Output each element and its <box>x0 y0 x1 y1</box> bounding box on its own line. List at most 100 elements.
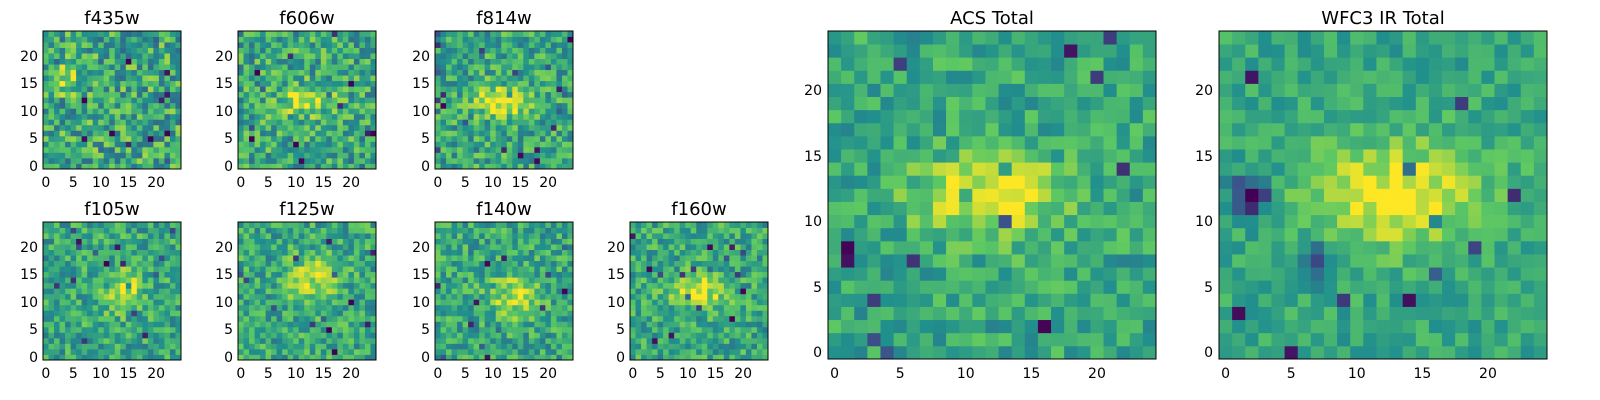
heatmap-cell <box>473 266 480 273</box>
heatmap-cell <box>48 75 55 82</box>
heatmap-cell <box>249 47 255 54</box>
heatmap-cell <box>315 260 322 267</box>
heatmap-cell <box>567 157 574 164</box>
heatmap-cell <box>740 238 747 245</box>
heatmap-cell <box>265 124 272 131</box>
heatmap-cell <box>87 141 94 148</box>
heatmap-cell <box>652 271 658 278</box>
heatmap-cell <box>712 348 719 355</box>
heatmap-cell <box>517 135 524 142</box>
heatmap-cell <box>304 97 311 104</box>
heatmap-cell <box>517 31 524 37</box>
heatmap-cell <box>734 249 741 256</box>
heatmap-cell <box>946 122 960 137</box>
heatmap-cell <box>304 69 311 76</box>
heatmap-cell <box>114 64 121 71</box>
heatmap-cell <box>98 130 105 137</box>
heatmap-cell <box>158 227 165 234</box>
heatmap-cell <box>745 277 752 284</box>
heatmap-cell <box>635 321 642 328</box>
heatmap-cell <box>70 343 77 350</box>
heatmap-cell <box>534 293 541 300</box>
heatmap-cell <box>136 354 143 361</box>
heatmap-cell <box>446 288 452 295</box>
heatmap-cell <box>561 36 568 43</box>
heatmap-cell <box>331 42 338 48</box>
heatmap-cell <box>238 326 244 333</box>
heatmap-cell <box>164 266 171 273</box>
heatmap-cell <box>685 343 692 350</box>
heatmap-cell <box>59 75 66 82</box>
heatmap-cell <box>320 282 327 289</box>
heatmap-cell <box>304 255 311 262</box>
heatmap-cell <box>359 102 366 109</box>
heatmap-cell <box>158 119 165 126</box>
heatmap-cell <box>550 266 557 273</box>
heatmap-cell <box>712 260 719 267</box>
heatmap-cell <box>70 332 77 339</box>
heatmap-cell <box>751 354 758 361</box>
heatmap-cell <box>880 332 894 347</box>
heatmap-cell <box>517 293 524 300</box>
heatmap-cell <box>696 310 703 317</box>
heatmap-cell <box>561 141 568 148</box>
heatmap-cell <box>1037 280 1052 294</box>
heatmap-cell <box>260 42 266 48</box>
heatmap-cell <box>54 97 60 104</box>
heatmap-cell <box>364 91 371 98</box>
heatmap-cell <box>534 80 541 87</box>
heatmap-cell <box>867 201 881 216</box>
heatmap-cell <box>506 113 513 120</box>
heatmap-cell <box>282 238 289 245</box>
y-tick-label: 5 <box>421 131 430 147</box>
heatmap-cell <box>718 293 725 300</box>
heatmap-cell <box>745 244 752 250</box>
heatmap-cell <box>147 321 154 328</box>
heatmap-cell <box>309 321 316 328</box>
heatmap-cell <box>985 149 999 163</box>
heatmap-cell <box>43 163 49 170</box>
heatmap-cell <box>545 227 552 234</box>
heatmap-cell <box>635 222 642 228</box>
heatmap-cell <box>528 255 535 262</box>
heatmap-cell <box>109 299 116 306</box>
heatmap-cell <box>462 36 469 43</box>
heatmap-cell <box>495 222 502 228</box>
heatmap-cell <box>164 102 171 109</box>
heatmap-cell <box>87 348 94 355</box>
heatmap-cell <box>249 282 255 289</box>
heatmap-cell <box>880 267 894 281</box>
heatmap-cell <box>462 146 469 153</box>
heatmap-cell <box>353 58 360 65</box>
heatmap-cell <box>153 58 160 65</box>
heatmap-cell <box>353 124 360 131</box>
heatmap-cell <box>512 348 519 355</box>
heatmap-cell <box>98 266 105 273</box>
heatmap-cell <box>282 227 289 234</box>
heatmap-cell <box>495 141 502 148</box>
heatmap-cell <box>87 271 94 278</box>
heatmap-cell <box>567 102 574 109</box>
heatmap-cell <box>81 326 88 333</box>
heatmap-cell <box>723 271 730 278</box>
y-tick-label: 20 <box>412 49 430 65</box>
heatmap-cell <box>54 343 60 350</box>
heatmap-cell <box>169 53 176 59</box>
heatmap-cell <box>114 31 121 37</box>
heatmap-cell <box>545 299 552 306</box>
heatmap-cell <box>495 233 502 239</box>
heatmap-cell <box>164 146 171 153</box>
heatmap-cell <box>370 326 377 333</box>
heatmap-cell <box>1142 201 1157 216</box>
heatmap-cell <box>265 86 272 93</box>
heatmap-cell <box>142 108 149 115</box>
heatmap-cell <box>1129 280 1144 294</box>
heatmap-cell <box>304 288 311 295</box>
heatmap-cell <box>959 122 973 137</box>
heatmap-cell <box>550 337 557 344</box>
heatmap-cell <box>298 293 305 300</box>
heatmap-cell <box>712 321 719 328</box>
heatmap-cell <box>169 332 176 339</box>
heatmap-cell <box>265 238 272 245</box>
y-tick-labels: 0 5 10 15 20 <box>215 240 233 366</box>
